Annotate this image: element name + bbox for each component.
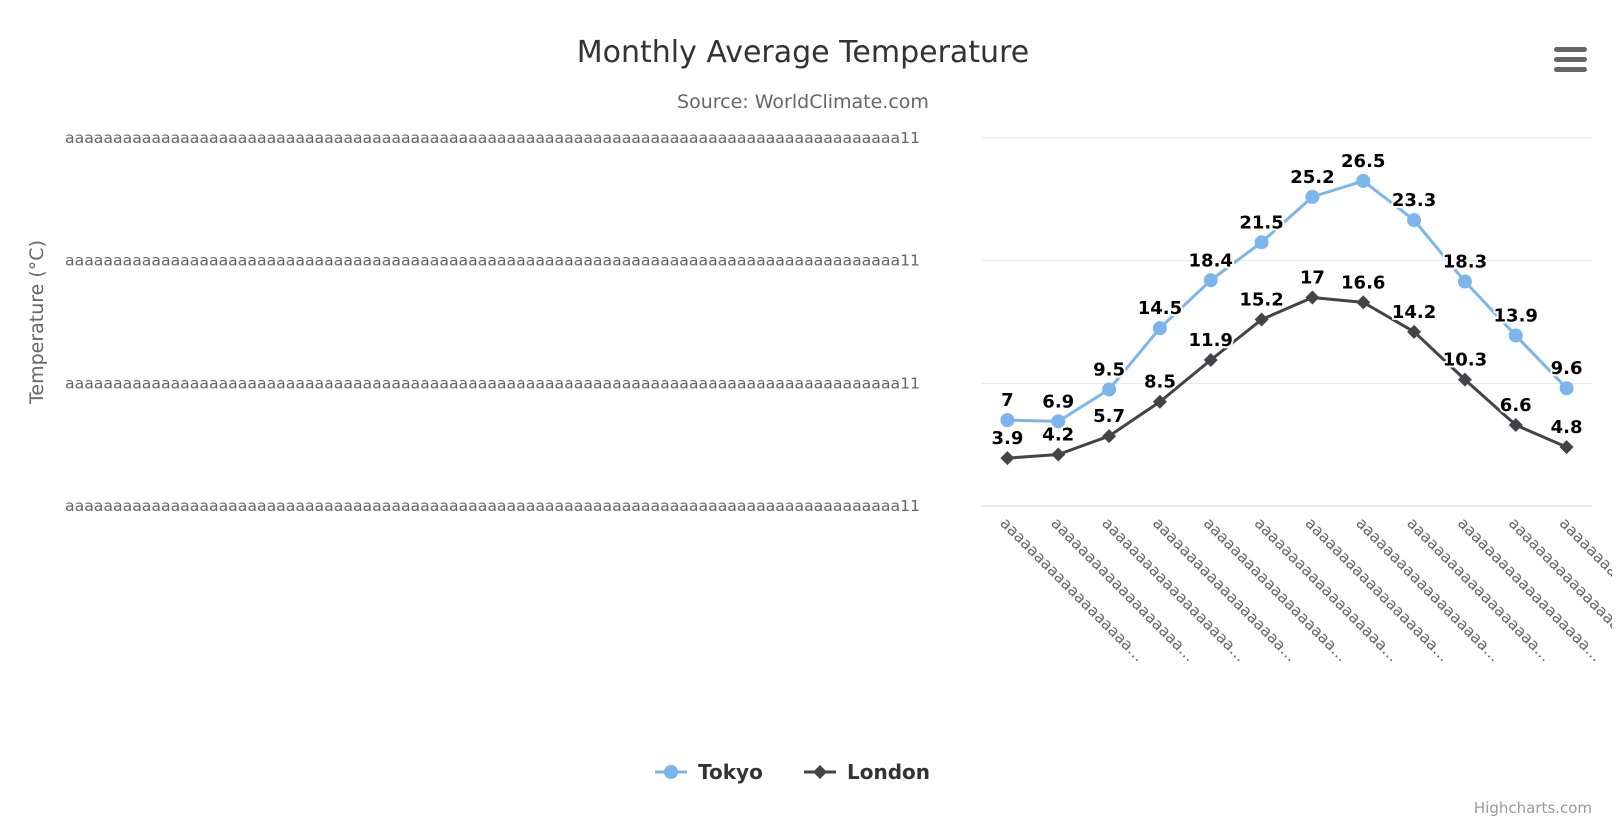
data-point[interactable] (1203, 353, 1218, 368)
data-point[interactable] (1559, 440, 1574, 455)
legend-item-london[interactable]: London (804, 760, 930, 784)
data-label: 25.2 (1290, 167, 1334, 188)
data-point[interactable] (1000, 413, 1015, 428)
series-london (1000, 290, 1574, 466)
data-label: 21.5 (1239, 212, 1283, 233)
data-label: 18.3 (1443, 252, 1487, 273)
legend-diamond-icon (813, 765, 827, 779)
data-label: 6.6 (1500, 395, 1532, 416)
data-point[interactable] (1051, 414, 1066, 429)
data-label: 7 (1001, 390, 1014, 411)
gridlines (982, 137, 1592, 507)
chart-subtitle: Source: WorldClimate.com (677, 91, 929, 113)
data-point[interactable] (1254, 312, 1269, 327)
legend-label[interactable]: Tokyo (698, 760, 763, 784)
data-label: 13.9 (1494, 305, 1538, 326)
data-label: 18.4 (1189, 250, 1233, 271)
data-point[interactable] (1305, 189, 1320, 204)
data-point[interactable] (1152, 394, 1167, 409)
legend: Tokyo London (655, 760, 930, 784)
data-label: 9.5 (1093, 359, 1125, 380)
data-point[interactable] (1559, 381, 1574, 396)
data-point[interactable] (1051, 447, 1066, 462)
credits-link[interactable]: Highcharts.com (1474, 799, 1592, 817)
data-point[interactable] (1457, 372, 1472, 387)
data-point[interactable] (1000, 451, 1015, 466)
data-point[interactable] (1457, 274, 1472, 289)
data-point[interactable] (1102, 429, 1117, 444)
data-label: 6.9 (1042, 391, 1074, 412)
y-axis-title: Temperature (°C) (26, 240, 48, 405)
legend-item-tokyo[interactable]: Tokyo (655, 760, 763, 784)
data-label: 10.3 (1443, 350, 1487, 371)
data-label: 4.2 (1042, 424, 1074, 445)
data-point[interactable] (1203, 273, 1218, 288)
data-label: 15.2 (1239, 290, 1283, 311)
data-point[interactable] (1508, 418, 1523, 433)
y-axis-tick-label: aaaaaaaaaaaaaaaaaaaaaaaaaaaaaaaaaaaaaaaa… (65, 252, 920, 270)
data-point[interactable] (1152, 321, 1167, 336)
data-point[interactable] (1102, 382, 1117, 397)
data-label: 8.5 (1144, 372, 1176, 393)
data-label: 16.6 (1341, 272, 1385, 293)
data-label: 9.6 (1551, 358, 1583, 379)
legend-label[interactable]: London (847, 760, 930, 784)
data-label: 26.5 (1341, 151, 1385, 172)
y-axis-labels: aaaaaaaaaaaaaaaaaaaaaaaaaaaaaaaaaaaaaaaa… (65, 129, 920, 515)
chart-title: Monthly Average Temperature (577, 35, 1029, 70)
data-point[interactable] (1254, 235, 1269, 250)
y-axis-tick-label: aaaaaaaaaaaaaaaaaaaaaaaaaaaaaaaaaaaaaaaa… (65, 497, 920, 515)
data-label: 23.3 (1392, 190, 1436, 211)
series-line-tokyo (1007, 179, 1568, 423)
data-point[interactable] (1407, 213, 1422, 228)
data-label: 17 (1300, 267, 1325, 288)
data-label: 3.9 (991, 428, 1023, 449)
data-label: 4.8 (1551, 417, 1583, 438)
x-axis-labels: aaaaaaaaaaaaaaaaaaa…aaaaaaaaaaaaaaaaaaa…… (997, 514, 1612, 665)
y-axis-tick-label: aaaaaaaaaaaaaaaaaaaaaaaaaaaaaaaaaaaaaaaa… (65, 374, 920, 392)
y-axis-tick-label: aaaaaaaaaaaaaaaaaaaaaaaaaaaaaaaaaaaaaaaa… (65, 129, 920, 147)
legend-circle-icon (664, 765, 678, 779)
data-labels: 7 6.9 9.5 14.5 18.4 21.5 25.2 26.5 23.3 18.3 13.9 9… (989, 149, 1584, 451)
data-point[interactable] (1407, 324, 1422, 339)
data-label: 14.5 (1138, 298, 1182, 319)
data-label: 14.2 (1392, 302, 1436, 323)
data-point[interactable] (1508, 328, 1523, 343)
data-point[interactable] (1305, 290, 1320, 305)
data-point[interactable] (1356, 173, 1371, 188)
hamburger-menu-icon[interactable] (1553, 46, 1587, 72)
data-label: 11.9 (1189, 330, 1233, 351)
data-point[interactable] (1356, 295, 1371, 310)
series-tokyo (1000, 173, 1574, 429)
data-label: 5.7 (1093, 406, 1125, 427)
series-line-london (1007, 295, 1568, 460)
series-group (1000, 173, 1574, 466)
